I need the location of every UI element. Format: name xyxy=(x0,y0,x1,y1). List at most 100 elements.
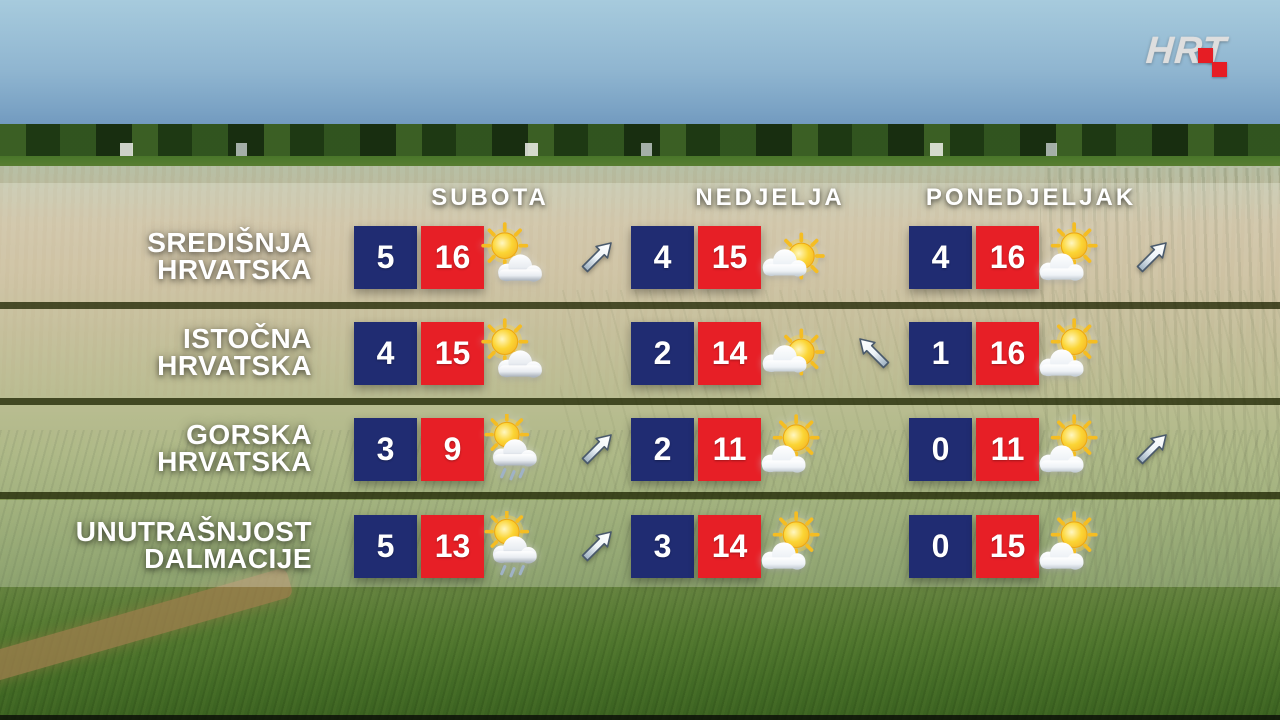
max-temp-value: 15 xyxy=(434,335,471,371)
region-label-istocna-hrvatska: ISTOČNA HRVATSKA xyxy=(157,323,312,381)
max-temp-value: 14 xyxy=(711,335,748,371)
row-separator xyxy=(0,492,1280,499)
min-temp-value: 5 xyxy=(376,528,395,564)
max-temp-box: 14 xyxy=(698,322,761,385)
max-temp-value: 15 xyxy=(989,528,1026,564)
forecast-cell: 5 13 xyxy=(354,515,626,578)
max-temp-box: 15 xyxy=(421,322,484,385)
max-temp-box: 16 xyxy=(976,226,1039,289)
min-temp-box: 4 xyxy=(631,226,694,289)
wind-arrow-icon xyxy=(577,429,617,469)
min-temp-value: 2 xyxy=(653,431,672,467)
forecast-cell: 1 16 xyxy=(909,322,1181,385)
wind-arrow-icon xyxy=(854,333,894,373)
min-temp-box: 0 xyxy=(909,515,972,578)
region-label-line1: GORSKA xyxy=(186,419,312,450)
min-temp-value: 3 xyxy=(376,431,395,467)
max-temp-box: 13 xyxy=(421,515,484,578)
distant-buildings xyxy=(0,143,1280,156)
forecast-cell: 4 16 xyxy=(909,226,1181,289)
min-temp-box: 3 xyxy=(354,418,417,481)
min-temp-box: 4 xyxy=(909,226,972,289)
min-temp-box: 5 xyxy=(354,515,417,578)
hrt-logo: HRT xyxy=(1145,30,1236,80)
max-temp-box: 11 xyxy=(698,418,761,481)
min-temp-box: 4 xyxy=(354,322,417,385)
sun-behind-cloud-icon xyxy=(1033,414,1103,484)
min-temp-value: 1 xyxy=(931,335,950,371)
max-temp-box: 15 xyxy=(976,515,1039,578)
forecast-cell: 2 11 xyxy=(631,418,903,481)
sun-cloud-rain-icon xyxy=(478,414,548,484)
region-label-line2: HRVATSKA xyxy=(157,446,312,477)
max-temp-box: 14 xyxy=(698,515,761,578)
max-temp-box: 16 xyxy=(976,322,1039,385)
sun-behind-cloud-icon xyxy=(1033,511,1103,581)
min-temp-value: 2 xyxy=(653,335,672,371)
hrt-logo-red-square xyxy=(1198,48,1213,63)
day-header-sunday: NEDJELJA xyxy=(695,184,845,211)
region-label-line2: HRVATSKA xyxy=(157,254,312,285)
max-temp-value: 13 xyxy=(434,528,471,564)
wind-arrow-icon xyxy=(1132,237,1172,277)
sun-behind-cloud-icon xyxy=(1033,222,1103,292)
row-separator xyxy=(0,302,1280,309)
max-temp-box: 16 xyxy=(421,226,484,289)
min-temp-box: 2 xyxy=(631,418,694,481)
region-label-line2: HRVATSKA xyxy=(157,350,312,381)
wind-arrow-icon xyxy=(577,237,617,277)
partly-cloudy-icon xyxy=(478,318,548,388)
forecast-cell: 3 14 xyxy=(631,515,903,578)
max-temp-value: 9 xyxy=(443,431,462,467)
min-temp-value: 5 xyxy=(376,239,395,275)
partly-cloudy-icon xyxy=(478,222,548,292)
wind-arrow-icon xyxy=(577,526,617,566)
max-temp-box: 9 xyxy=(421,418,484,481)
hrt-logo-red-square xyxy=(1212,62,1227,77)
cloud-sun-icon xyxy=(755,318,825,388)
region-label-line1: ISTOČNA xyxy=(183,323,312,354)
forecast-cell: 5 16 xyxy=(354,226,626,289)
max-temp-value: 14 xyxy=(711,528,748,564)
grass-strip xyxy=(0,156,1280,168)
min-temp-value: 0 xyxy=(931,528,950,564)
bottom-edge-line xyxy=(0,715,1280,720)
max-temp-value: 16 xyxy=(434,239,471,275)
max-temp-value: 15 xyxy=(711,239,748,275)
sun-behind-cloud-icon xyxy=(1033,318,1103,388)
max-temp-box: 11 xyxy=(976,418,1039,481)
day-header-monday: PONEDJELJAK xyxy=(925,184,1137,211)
cloud-sun-icon xyxy=(755,222,825,292)
min-temp-value: 3 xyxy=(653,528,672,564)
min-temp-value: 4 xyxy=(653,239,672,275)
region-label-line1: UNUTRAŠNJOST xyxy=(75,516,312,547)
min-temp-value: 4 xyxy=(931,239,950,275)
region-label-sredisnja-hrvatska: SREDIŠNJA HRVATSKA xyxy=(147,227,312,285)
min-temp-box: 3 xyxy=(631,515,694,578)
min-temp-box: 1 xyxy=(909,322,972,385)
sun-cloud-rain-icon xyxy=(478,511,548,581)
forecast-cell: 4 15 xyxy=(631,226,903,289)
row-separator xyxy=(0,398,1280,405)
min-temp-value: 0 xyxy=(931,431,950,467)
max-temp-value: 16 xyxy=(989,239,1026,275)
min-temp-box: 2 xyxy=(631,322,694,385)
max-temp-box: 15 xyxy=(698,226,761,289)
sun-behind-cloud-icon xyxy=(755,511,825,581)
sun-behind-cloud-icon xyxy=(755,414,825,484)
forecast-cell: 0 15 xyxy=(909,515,1181,578)
forecast-cell: 4 15 xyxy=(354,322,626,385)
max-temp-value: 11 xyxy=(990,431,1025,467)
forecast-cell: 2 14 xyxy=(631,322,903,385)
min-temp-box: 5 xyxy=(354,226,417,289)
region-label-line2: DALMACIJE xyxy=(144,543,312,574)
min-temp-value: 4 xyxy=(376,335,395,371)
max-temp-value: 11 xyxy=(712,431,747,467)
wind-arrow-icon xyxy=(1132,429,1172,469)
day-header-saturday: SUBOTA xyxy=(431,184,549,211)
sky-background xyxy=(0,0,1280,130)
max-temp-value: 16 xyxy=(989,335,1026,371)
region-label-line1: SREDIŠNJA xyxy=(147,227,312,258)
forecast-cell: 0 11 xyxy=(909,418,1181,481)
